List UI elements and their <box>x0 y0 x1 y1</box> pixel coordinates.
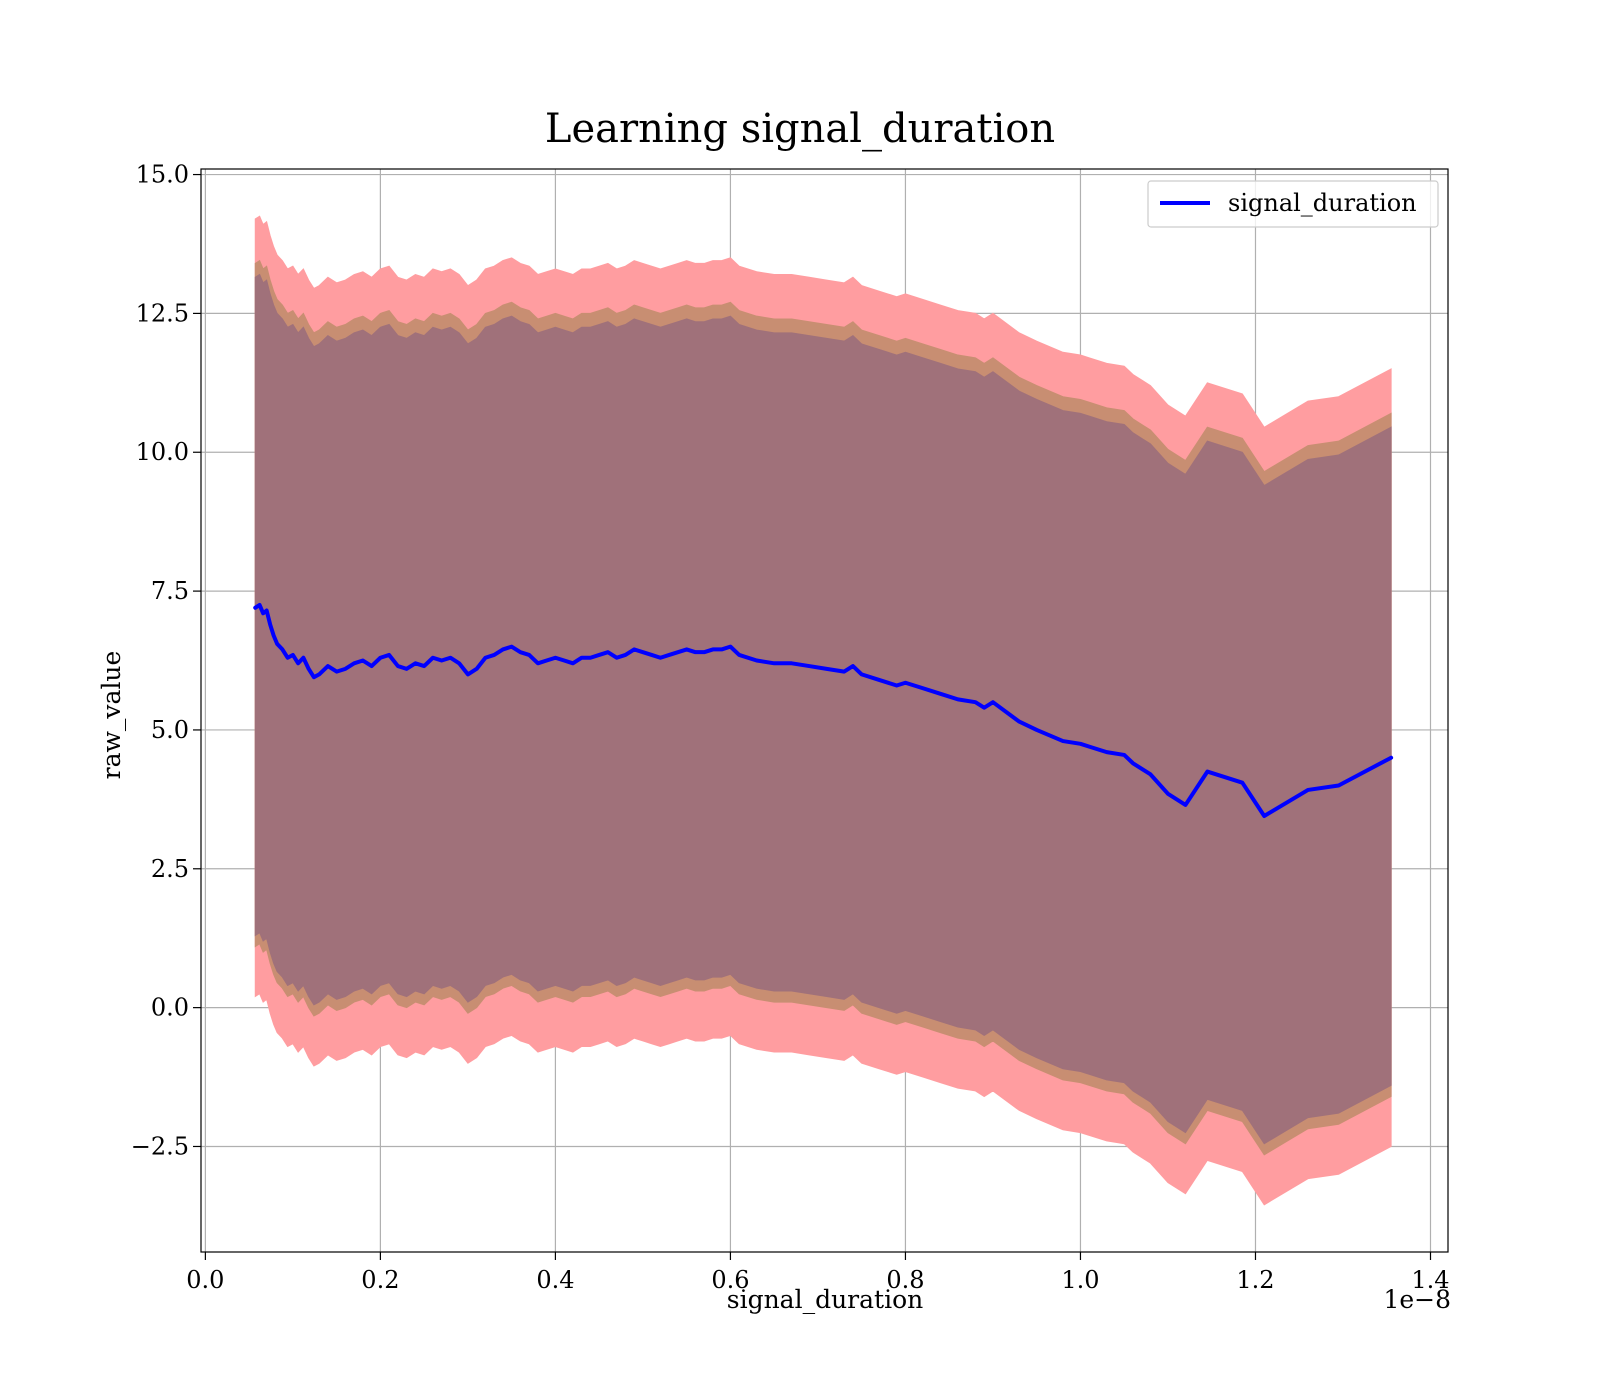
x-tick-label-3: 0.6 <box>711 1266 749 1294</box>
line-layer <box>253 602 1394 819</box>
x-tick-label-1: 0.2 <box>361 1266 399 1294</box>
x-axis-label: signal_duration <box>727 1285 923 1314</box>
y-tick-label-1: 0.0 <box>151 994 189 1022</box>
x-tick-label-5: 1.0 <box>1061 1266 1099 1294</box>
plot-frame <box>200 168 1449 1253</box>
y-tick-label-7: 15.0 <box>136 161 189 189</box>
x-tick-label-4: 0.8 <box>886 1266 924 1294</box>
legend-label: signal_duration <box>1228 189 1417 217</box>
x-tick-label-0: 0.0 <box>186 1266 224 1294</box>
axis-layer <box>200 168 1449 1253</box>
band-layer <box>254 215 1392 1206</box>
y-tick-label-3: 5.0 <box>151 716 189 744</box>
chart-title: Learning signal_duration <box>545 106 1055 152</box>
y-tick-label-4: 7.5 <box>151 577 189 605</box>
x-tick-label-2: 0.4 <box>536 1266 574 1294</box>
y-tick-label-6: 12.5 <box>136 299 189 327</box>
legend: signal_duration <box>1147 180 1439 228</box>
y-axis-label: raw_value <box>97 651 126 780</box>
tick-layer: 0.0 0.2 0.4 0.6 0.8 1.0 1.2 1.4 −2.5 0.0 2.5 5.0 7.5… <box>131 161 1450 1294</box>
series-line-signal-duration <box>253 602 1394 819</box>
band-inner <box>254 273 1392 1145</box>
x-tick-label-6: 1.2 <box>1236 1266 1274 1294</box>
y-tick-label-0: −2.5 <box>131 1132 189 1160</box>
y-tick-label-5: 10.0 <box>136 438 189 466</box>
y-tick-label-2: 2.5 <box>151 855 189 883</box>
x-tick-label-7: 1.4 <box>1411 1266 1449 1294</box>
x-axis-offset-label: 1e−8 <box>1383 1285 1451 1314</box>
legend-box <box>1147 180 1439 228</box>
